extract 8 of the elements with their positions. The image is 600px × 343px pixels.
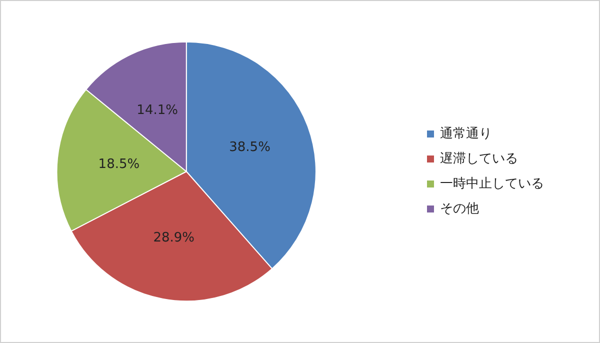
data-label: 38.5% <box>229 140 270 156</box>
legend-label: 通常通り <box>440 126 492 142</box>
legend-label: 遅滞している <box>440 152 518 166</box>
data-label: 18.5% <box>98 156 140 172</box>
legend-label: 一時中止している <box>440 176 544 192</box>
data-label: 14.1% <box>136 102 178 118</box>
data-label: 28.9% <box>153 230 195 246</box>
legend-label: その他 <box>440 202 479 216</box>
